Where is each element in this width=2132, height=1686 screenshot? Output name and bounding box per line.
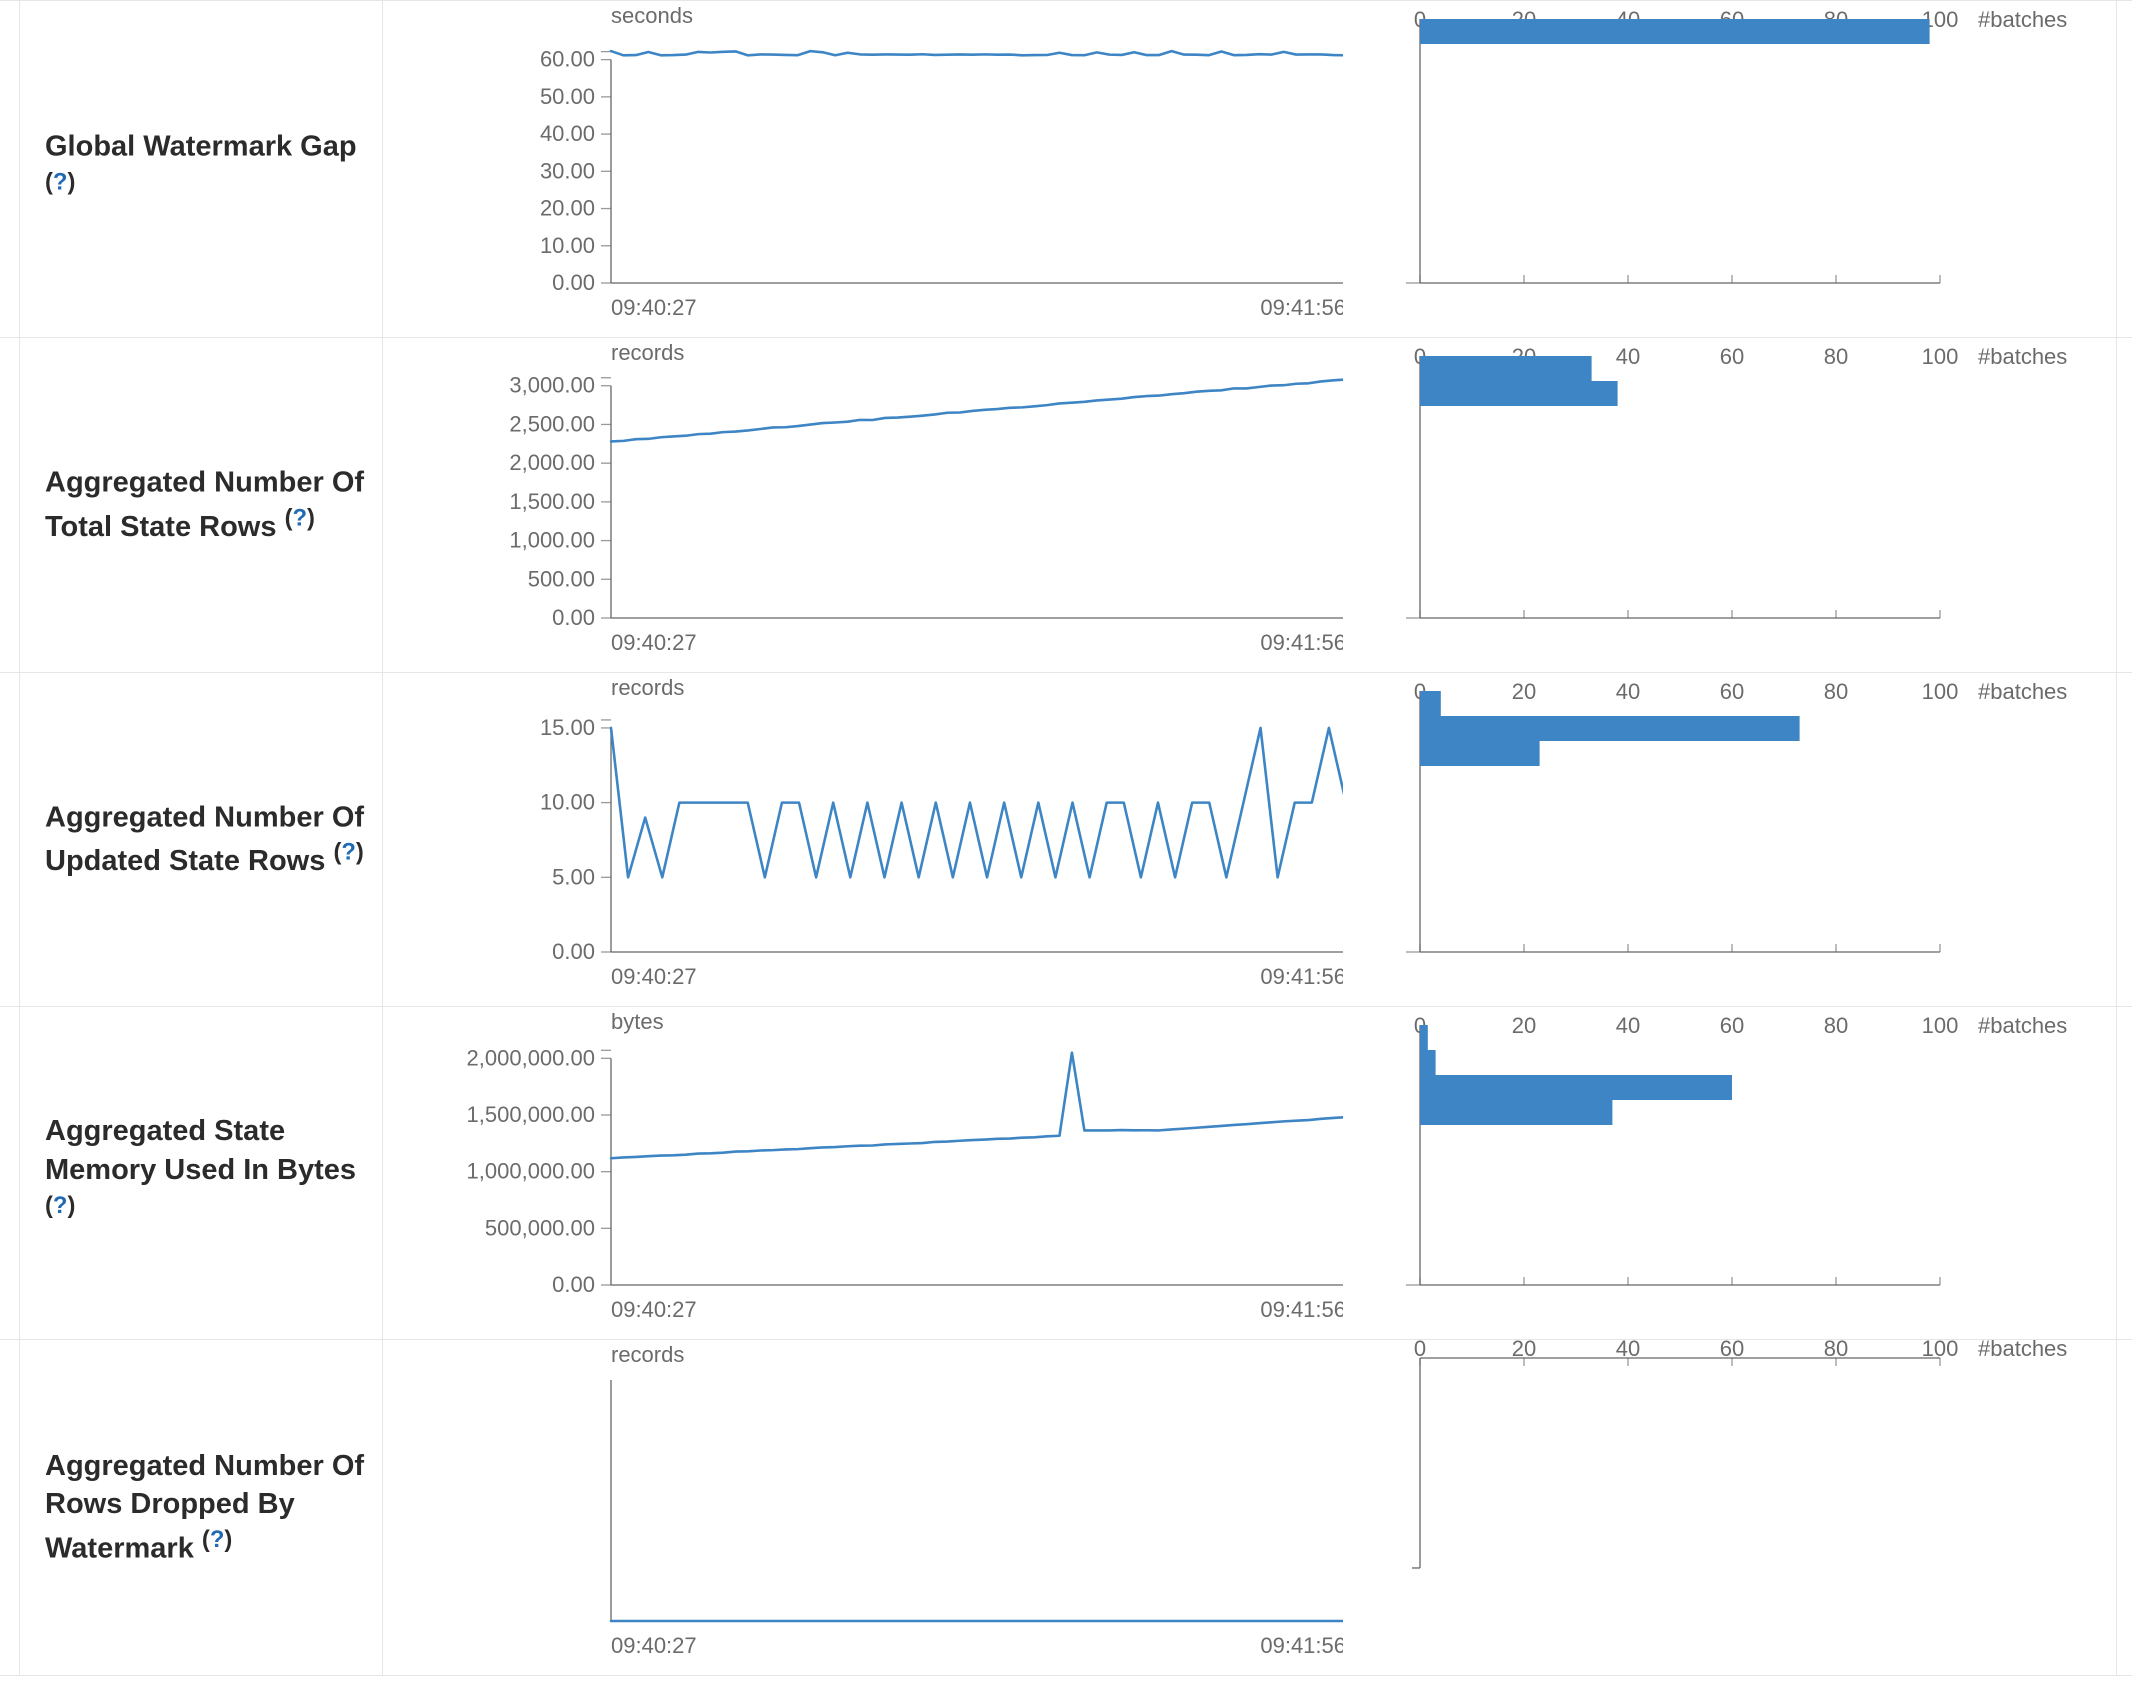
svg-text:3,000.00: 3,000.00 <box>509 373 595 398</box>
svg-text:09:40:27: 09:40:27 <box>611 1297 697 1322</box>
svg-text:#batches: #batches <box>1978 1013 2067 1038</box>
svg-text:100: 100 <box>1922 344 1959 369</box>
svg-text:80: 80 <box>1824 679 1848 704</box>
svg-text:20: 20 <box>1512 679 1536 704</box>
svg-text:09:40:27: 09:40:27 <box>611 295 697 320</box>
svg-text:2,000.00: 2,000.00 <box>509 450 595 475</box>
svg-text:#batches: #batches <box>1978 344 2067 369</box>
svg-text:20: 20 <box>1512 1013 1536 1038</box>
svg-text:bytes: bytes <box>611 1009 664 1034</box>
svg-text:#batches: #batches <box>1978 679 2067 704</box>
svg-text:80: 80 <box>1824 344 1848 369</box>
svg-text:15.00: 15.00 <box>540 715 595 740</box>
svg-text:30.00: 30.00 <box>540 158 595 183</box>
svg-text:60.00: 60.00 <box>540 47 595 72</box>
svg-text:09:40:27: 09:40:27 <box>611 630 697 655</box>
svg-text:5.00: 5.00 <box>552 864 595 889</box>
svg-text:500.00: 500.00 <box>528 566 595 591</box>
svg-text:10.00: 10.00 <box>540 790 595 815</box>
svg-text:09:41:56: 09:41:56 <box>1260 1633 1343 1658</box>
svg-text:500,000.00: 500,000.00 <box>485 1215 595 1240</box>
svg-text:2,000,000.00: 2,000,000.00 <box>467 1045 595 1070</box>
svg-text:1,000,000.00: 1,000,000.00 <box>467 1159 595 1184</box>
svg-text:#batches: #batches <box>1978 1340 2067 1361</box>
svg-text:records: records <box>611 675 684 700</box>
svg-text:09:41:56: 09:41:56 <box>1260 295 1343 320</box>
svg-text:09:41:56: 09:41:56 <box>1260 964 1343 989</box>
svg-text:60: 60 <box>1720 679 1744 704</box>
svg-text:2,500.00: 2,500.00 <box>509 411 595 436</box>
svg-text:100: 100 <box>1922 1013 1959 1038</box>
svg-text:1,500,000.00: 1,500,000.00 <box>467 1102 595 1127</box>
svg-text:10.00: 10.00 <box>540 233 595 258</box>
svg-text:40.00: 40.00 <box>540 121 595 146</box>
svg-text:records: records <box>611 1342 684 1367</box>
svg-text:50.00: 50.00 <box>540 84 595 109</box>
svg-text:60: 60 <box>1720 1013 1744 1038</box>
svg-text:09:40:27: 09:40:27 <box>611 1633 697 1658</box>
svg-text:20.00: 20.00 <box>540 196 595 221</box>
svg-text:09:41:56: 09:41:56 <box>1260 1297 1343 1322</box>
svg-text:0.00: 0.00 <box>552 605 595 630</box>
svg-text:40: 40 <box>1616 679 1640 704</box>
svg-text:1,000.00: 1,000.00 <box>509 528 595 553</box>
svg-text:1,500.00: 1,500.00 <box>509 489 595 514</box>
svg-text:09:40:27: 09:40:27 <box>611 964 697 989</box>
svg-text:09:41:56: 09:41:56 <box>1260 630 1343 655</box>
svg-text:80: 80 <box>1824 1013 1848 1038</box>
svg-text:seconds: seconds <box>611 3 693 28</box>
svg-text:40: 40 <box>1616 344 1640 369</box>
svg-text:#batches: #batches <box>1978 7 2067 32</box>
svg-text:0.00: 0.00 <box>552 270 595 295</box>
svg-text:0.00: 0.00 <box>552 1272 595 1297</box>
svg-text:0.00: 0.00 <box>552 939 595 964</box>
svg-text:100: 100 <box>1922 679 1959 704</box>
svg-text:40: 40 <box>1616 1013 1640 1038</box>
svg-text:60: 60 <box>1720 344 1744 369</box>
svg-text:records: records <box>611 340 684 365</box>
